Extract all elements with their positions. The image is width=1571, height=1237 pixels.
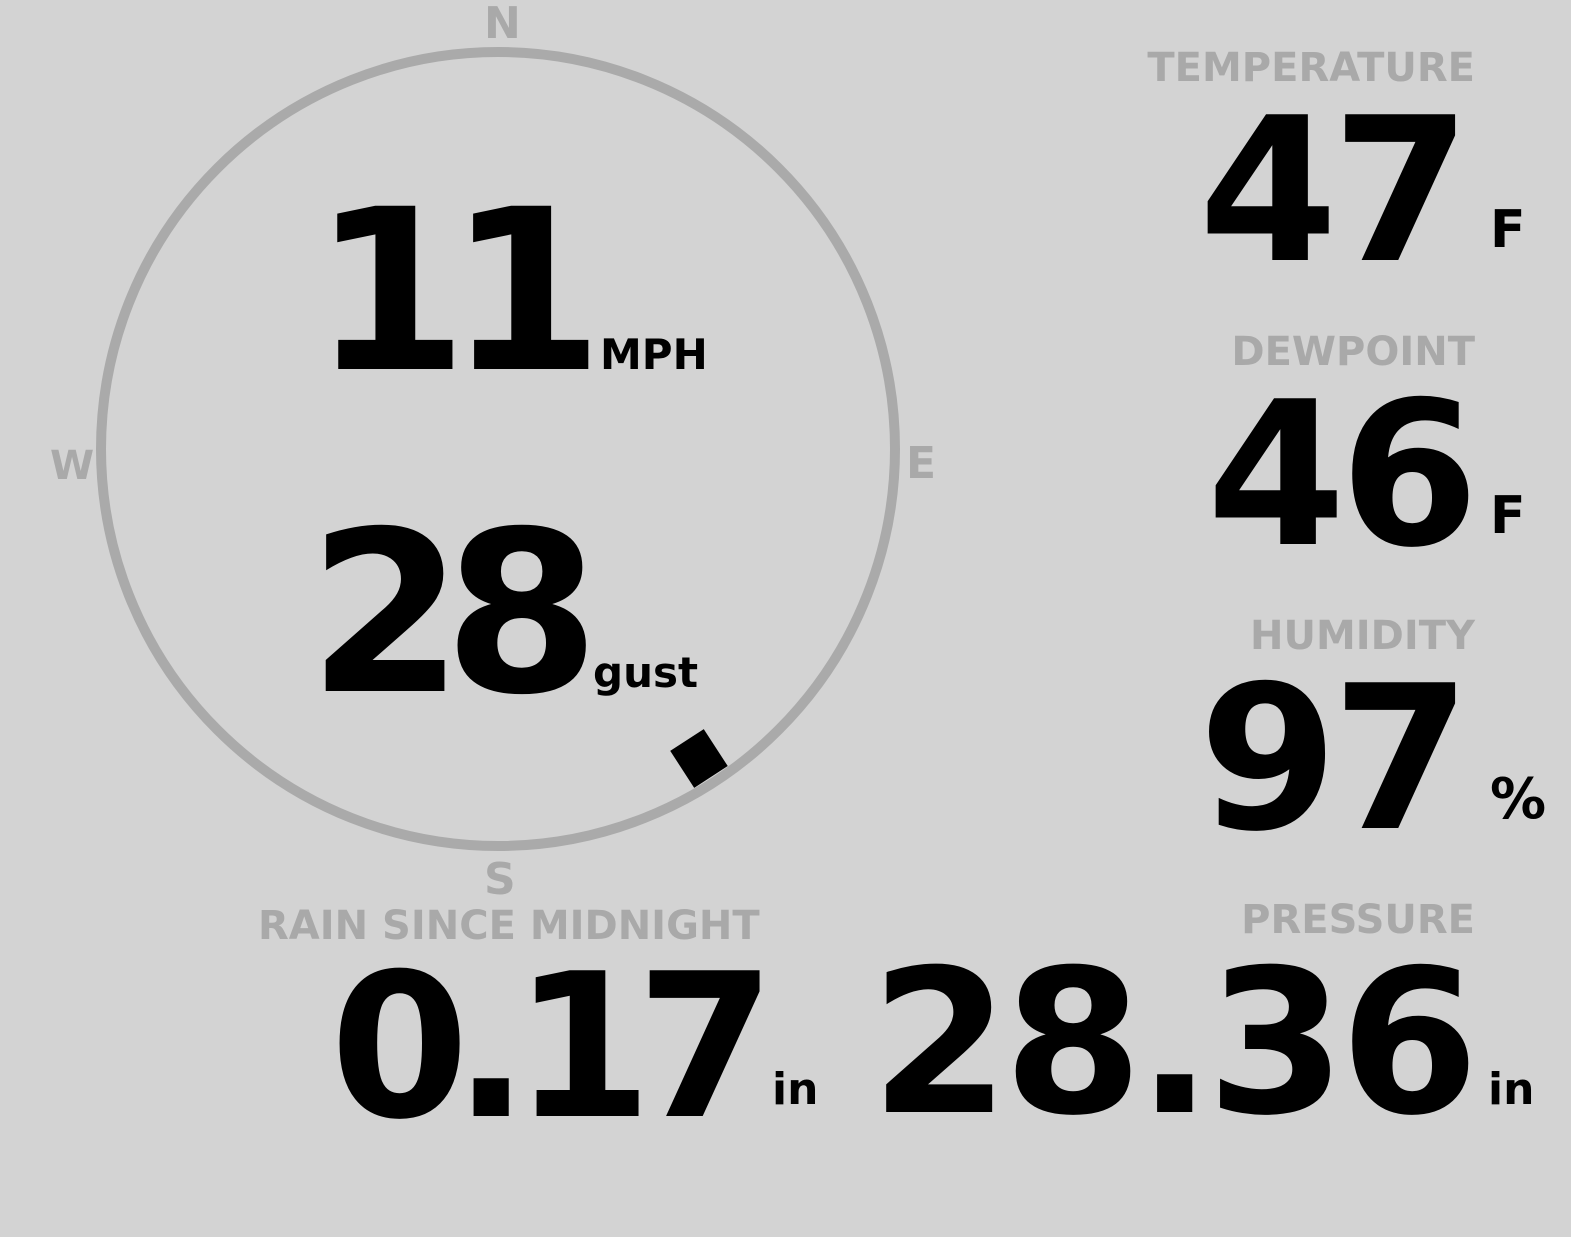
pressure-label: PRESSURE bbox=[1241, 897, 1475, 943]
pressure-value: 28.36 bbox=[870, 927, 1479, 1160]
wind-speed-unit: MPH bbox=[600, 330, 708, 379]
rain-value: 0.17 bbox=[330, 931, 775, 1164]
temperature-unit: F bbox=[1490, 200, 1526, 260]
temperature-value: 47 bbox=[1198, 75, 1471, 308]
pressure-unit: in bbox=[1488, 1064, 1535, 1115]
rain-unit: in bbox=[772, 1064, 819, 1115]
compass-south-label: S bbox=[484, 854, 516, 905]
compass-ring bbox=[96, 47, 900, 851]
wind-speed-value: 11 bbox=[312, 161, 604, 422]
humidity-label: HUMIDITY bbox=[1250, 613, 1475, 659]
wind-direction-marker bbox=[670, 729, 728, 788]
dewpoint-label: DEWPOINT bbox=[1231, 329, 1475, 375]
dewpoint-value: 46 bbox=[1206, 359, 1479, 592]
humidity-unit: % bbox=[1490, 767, 1547, 832]
temperature-label: TEMPERATURE bbox=[1147, 45, 1475, 91]
dewpoint-unit: F bbox=[1490, 486, 1526, 546]
compass-west-label: W bbox=[50, 443, 95, 489]
compass-north-label: N bbox=[484, 0, 521, 49]
wind-gust-value: 28 bbox=[308, 483, 600, 744]
compass-east-label: E bbox=[906, 438, 937, 489]
wind-gust-unit: gust bbox=[593, 648, 699, 697]
humidity-value: 97 bbox=[1198, 643, 1471, 876]
rain-label: RAIN SINCE MIDNIGHT bbox=[258, 903, 760, 949]
